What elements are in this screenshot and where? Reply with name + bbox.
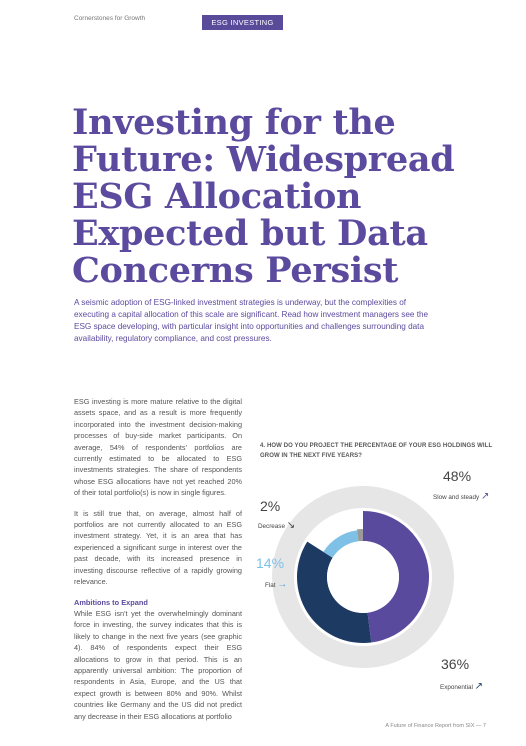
- body-paragraph: It is still true that, on average, almos…: [74, 508, 242, 587]
- slice-value-label: 14%: [256, 555, 285, 571]
- title-line: Expected but Data: [72, 213, 428, 254]
- body-paragraph: ESG investing is more mature relative to…: [74, 397, 242, 498]
- slice-category-label: Decrease ↘: [258, 520, 295, 531]
- title-line: Concerns Persist: [72, 250, 399, 291]
- slice-value-label: 36%: [441, 656, 470, 672]
- subheading: Ambitions to Expand: [74, 597, 148, 607]
- arrow-up-right-icon: ↗: [480, 491, 490, 502]
- title-line: ESG Allocation: [72, 176, 362, 217]
- title-line: Investing for the: [72, 102, 396, 143]
- body-paragraph: While ESG isn't yet the overwhelmingly d…: [74, 608, 242, 721]
- lead-paragraph: A seismic adoption of ESG-linked investm…: [74, 298, 429, 343]
- category-text: Flat: [265, 582, 276, 589]
- chart-bg-ring: [272, 486, 454, 668]
- donut-slice-flat: [323, 530, 359, 558]
- section-label: Cornerstones for Growth: [74, 15, 146, 22]
- page-footer: A Future of Finance Report from SIX — 7: [385, 723, 486, 729]
- slice-category-label: Flat →: [265, 579, 287, 590]
- chart-title: 4. HOW DO YOU PROJECT THE PERCENTAGE OF …: [260, 443, 493, 459]
- arrow-up-right-icon: ↗: [474, 681, 484, 692]
- category-text: Slow and steady: [433, 494, 480, 501]
- arrow-down-right-icon: ↘: [286, 520, 296, 531]
- donut-slice-decrease: [356, 529, 363, 542]
- slice-value-label: 48%: [443, 468, 472, 484]
- title-line: Future: Widespread: [72, 139, 455, 180]
- slice-category-label: Slow and steady ↗: [433, 491, 489, 502]
- body-column: ESG investing is more mature relative to…: [74, 396, 242, 731]
- section-tag: ESG INVESTING: [202, 15, 283, 30]
- slice-category-label: Exponential ↗: [440, 681, 483, 692]
- donut-slice-exponential: [297, 541, 372, 643]
- category-text: Exponential: [440, 684, 473, 691]
- slice-value-label: 2%: [260, 498, 281, 514]
- donut-hole: [327, 541, 399, 613]
- arrow-right-icon: →: [277, 579, 288, 590]
- page-title: Investing for the Future: Widespread ESG…: [72, 104, 472, 289]
- donut-slice-slow-and-steady: [363, 511, 429, 643]
- category-text: Decrease: [258, 523, 285, 530]
